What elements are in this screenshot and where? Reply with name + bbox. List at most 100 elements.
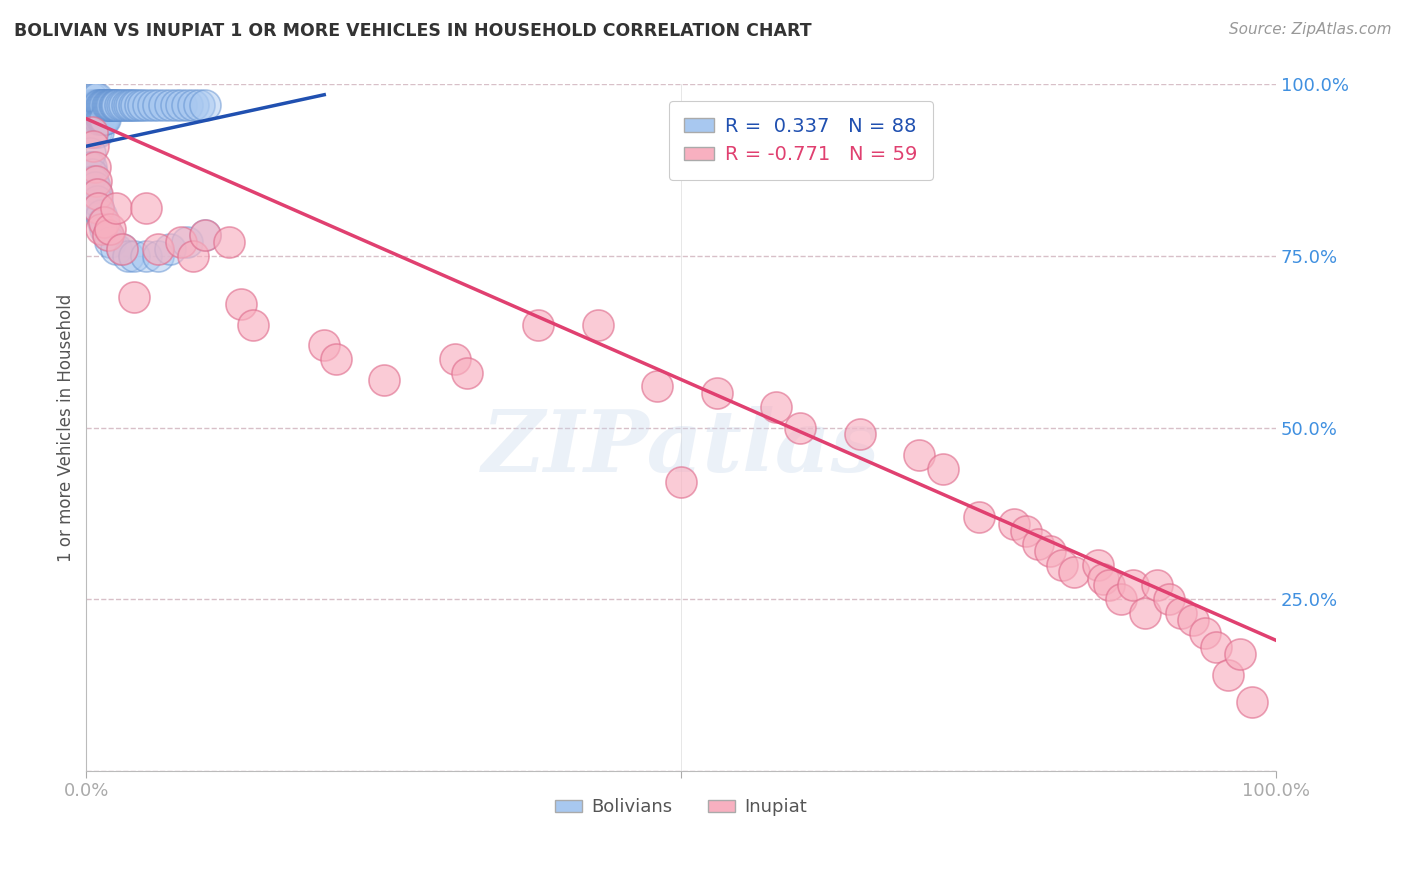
Point [80,98,103,112]
Point [111,98,134,112]
Point [83,104,105,119]
Point [80,112,103,126]
Point [932,461,955,475]
Point [669,475,692,490]
Point [105,242,128,256]
Point [91,112,114,126]
Point [135,201,157,215]
Point [82,112,104,126]
Point [111,242,134,256]
Point [122,290,145,304]
Point [170,235,193,250]
Point [115,98,138,112]
Point [83,91,105,105]
Point [176,98,198,112]
Point [97,98,120,112]
Point [1146,578,1168,592]
Point [1194,626,1216,640]
Point [706,386,728,401]
Point [183,249,205,263]
Point [105,98,128,112]
Point [79,146,101,161]
Point [586,318,609,332]
Point [142,98,165,112]
Point [444,351,467,366]
Point [90,98,112,112]
Point [1092,572,1115,586]
Point [108,98,131,112]
Point [104,98,127,112]
Point [84,112,107,126]
Point [1122,578,1144,592]
Point [100,98,122,112]
Point [91,215,114,229]
Point [1015,524,1038,538]
Point [103,98,125,112]
Point [527,318,550,332]
Point [188,98,211,112]
Point [105,98,128,112]
Point [94,221,117,235]
Point [80,160,103,174]
Point [82,126,104,140]
Point [1157,592,1180,607]
Point [135,249,157,263]
Point [765,400,787,414]
Point [83,160,105,174]
Point [1026,537,1049,551]
Point [82,104,104,119]
Point [789,420,811,434]
Point [456,366,478,380]
Point [117,249,139,263]
Point [1111,592,1133,607]
Point [84,126,107,140]
Point [125,98,148,112]
Text: BOLIVIAN VS INUPIAT 1 OR MORE VEHICLES IN HOUSEHOLD CORRELATION CHART: BOLIVIAN VS INUPIAT 1 OR MORE VEHICLES I… [14,22,811,40]
Point [128,98,150,112]
Point [77,160,100,174]
Point [1133,606,1156,620]
Point [90,98,112,112]
Point [908,448,931,462]
Point [1241,695,1264,709]
Point [122,98,145,112]
Point [98,235,121,250]
Point [146,249,169,263]
Point [84,173,107,187]
Point [80,126,103,140]
Point [82,167,104,181]
Point [90,112,112,126]
Point [1205,640,1227,655]
Point [82,173,104,187]
Point [89,98,111,112]
Point [89,112,111,126]
Point [1229,647,1251,661]
Point [94,112,117,126]
Point [82,126,104,140]
Point [112,98,135,112]
Point [98,221,121,235]
Point [98,98,121,112]
Legend: Bolivians, Inupiat: Bolivians, Inupiat [548,791,814,823]
Point [82,91,104,105]
Point [84,98,107,112]
Point [647,379,669,393]
Point [229,297,252,311]
Point [1050,558,1073,572]
Point [79,119,101,133]
Point [84,187,107,202]
Point [170,98,193,112]
Point [1098,578,1121,592]
Point [93,98,115,112]
Point [94,98,117,112]
Point [1039,544,1062,558]
Point [87,126,110,140]
Text: ZIPatlas: ZIPatlas [482,407,880,490]
Point [218,235,240,250]
Point [1002,516,1025,531]
Point [86,91,108,105]
Point [1181,613,1204,627]
Point [967,509,990,524]
Point [83,180,105,194]
Point [183,98,205,112]
